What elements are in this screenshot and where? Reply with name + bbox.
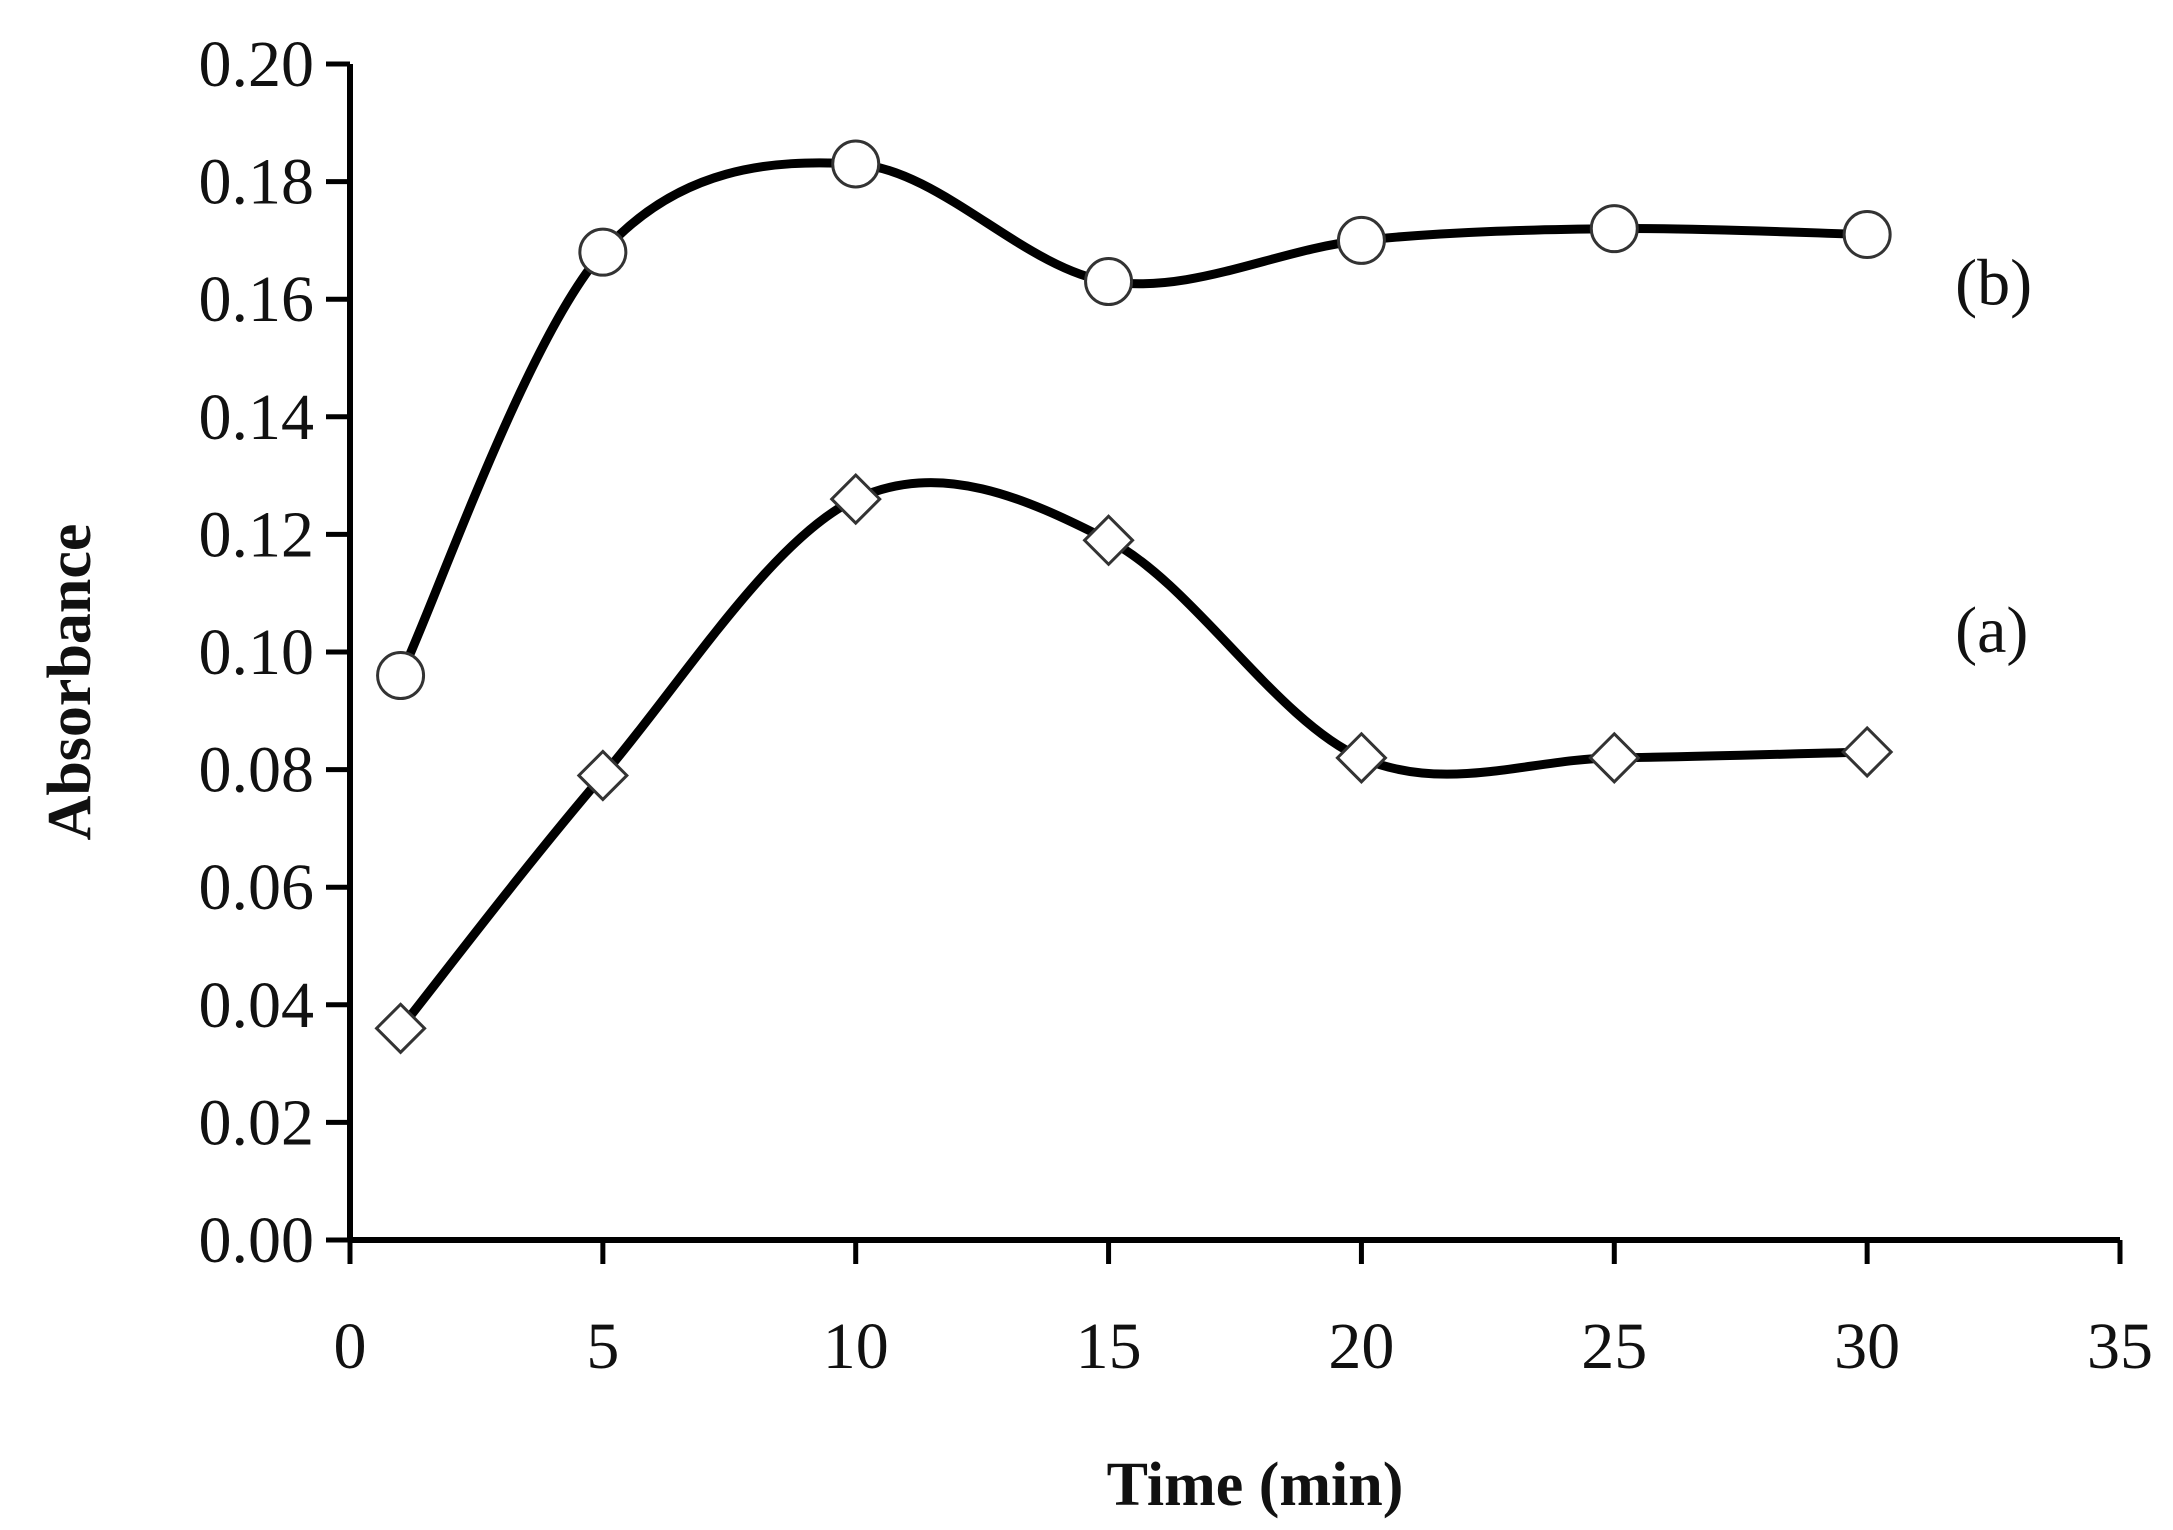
- series-line-a: [396, 478, 1872, 1033]
- y-tick-label: 0.20: [199, 28, 315, 101]
- x-tick-label: 15: [1076, 1310, 1142, 1383]
- x-tick-label: 5: [586, 1310, 619, 1383]
- y-tick-label: 0.16: [199, 263, 315, 336]
- data-point-diamond: [1588, 731, 1641, 784]
- data-point-diamond: [1335, 731, 1388, 784]
- x-tick-label: 25: [1581, 1310, 1647, 1383]
- x-axis-title: Time (min): [1107, 1451, 1404, 1519]
- data-point-diamond: [1082, 514, 1135, 567]
- data-point-diamond: [829, 472, 882, 526]
- y-tick-label: 0.00: [199, 1204, 315, 1277]
- x-tick-label: 0: [334, 1310, 367, 1383]
- data-point-diamond: [576, 749, 629, 802]
- x-tick-label: 35: [2087, 1310, 2153, 1383]
- series-label-a: (a): [1955, 594, 2028, 667]
- data-point-circle: [578, 227, 628, 277]
- data-point-circle: [831, 139, 881, 189]
- data-point-diamond: [374, 1002, 427, 1055]
- data-point-circle: [1336, 215, 1386, 265]
- series-label-b: (b): [1955, 247, 2032, 320]
- y-tick-label: 0.08: [199, 734, 315, 807]
- y-tick-label: 0.04: [199, 969, 315, 1042]
- y-tick-label: 0.14: [199, 381, 315, 454]
- data-point-diamond: [1841, 725, 1894, 779]
- x-tick-label: 20: [1328, 1310, 1394, 1383]
- data-point-circle: [1842, 210, 1892, 260]
- y-ticks: 0.00 0.02 0.04 0.06 0.08 0.10 0.12 0.14 0.16 0.18…: [199, 28, 350, 1277]
- y-tick-label: 0.18: [199, 146, 315, 219]
- y-tick-label: 0.06: [199, 851, 315, 924]
- y-tick-label: 0.10: [199, 616, 315, 689]
- data-point-circle: [1084, 257, 1134, 307]
- y-tick-label: 0.12: [199, 498, 315, 571]
- data-point-circle: [376, 651, 426, 701]
- y-tick-label: 0.02: [199, 1086, 315, 1159]
- x-tick-label: 30: [1834, 1310, 1900, 1383]
- series-lines: [396, 158, 1872, 1033]
- series-markers: [374, 139, 1894, 1055]
- x-tick-label: 10: [823, 1310, 889, 1383]
- data-point-circle: [1589, 204, 1639, 254]
- y-axis-title: Absorbance: [36, 524, 104, 841]
- series-labels: (a) (b): [1955, 247, 2032, 667]
- x-ticks: 0 5 10 15 20 25 30 35: [334, 1240, 2153, 1383]
